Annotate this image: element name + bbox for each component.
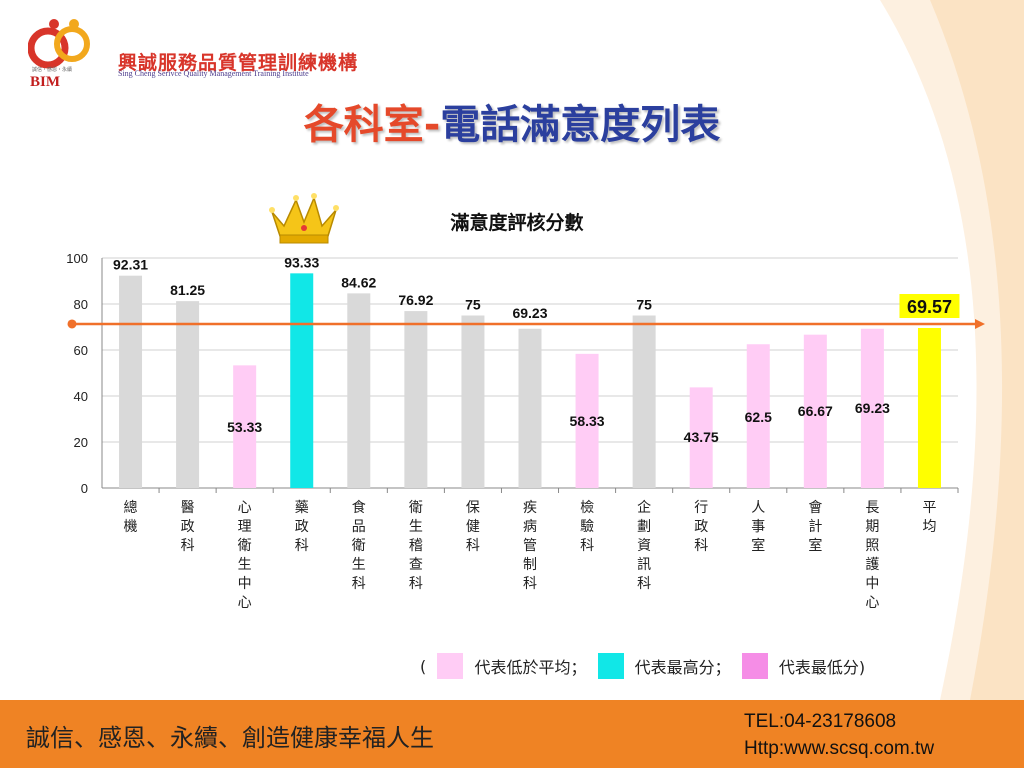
logo-abbr: BIM xyxy=(30,74,60,90)
bar xyxy=(347,293,371,488)
data-label: 76.92 xyxy=(398,292,433,308)
title-part2: 電話滿意度列表 xyxy=(440,102,721,148)
x-tick-label: 檢驗科 xyxy=(580,499,594,554)
chart-legend: ( 代表低於平均； 代表最高分； 代表最低分) xyxy=(420,653,865,679)
title-dash: - xyxy=(423,102,441,148)
x-tick-label: 疾病管制科 xyxy=(523,500,537,592)
footer-tel: TEL:04-23178608 xyxy=(744,711,897,732)
data-label: 81.25 xyxy=(170,282,205,298)
org-logo: 誠信・感恩・永續 BIM 興誠服務品質管理訓練機構 Sing Cheng Ser… xyxy=(28,14,358,94)
legend-highest-label: 代表最高分； xyxy=(634,658,731,677)
bar xyxy=(233,365,257,488)
bar xyxy=(689,387,713,488)
x-tick-label: 長期照護中心 xyxy=(865,500,879,611)
data-label: 92.31 xyxy=(113,257,148,273)
bar xyxy=(860,328,884,488)
chart-title: 滿意度評核分數 xyxy=(450,211,583,234)
x-tick-label: 食品衛生科 xyxy=(352,499,366,592)
logo-emblem-icon xyxy=(28,19,90,69)
data-label: 75 xyxy=(465,297,481,313)
bar xyxy=(917,327,941,488)
x-tick-label: 藥政科 xyxy=(295,500,309,554)
crown-icon xyxy=(269,193,339,244)
x-tick-label: 企劃資訊科 xyxy=(637,499,651,592)
bar xyxy=(803,334,827,488)
satisfaction-bar-chart: 滿意度評核分數 0 20 40 60 80 100 總機 92.31 醫政科 81.25 心理衛生… xyxy=(66,193,985,611)
average-line-start-dot xyxy=(67,319,77,329)
legend-lowest-swatch xyxy=(741,653,768,679)
bar xyxy=(119,275,143,488)
logo-tagline: 誠信・感恩・永續 xyxy=(32,67,73,73)
footer-web: Http:www.scsq.com.tw xyxy=(744,738,935,759)
x-tick-label: 醫政科 xyxy=(181,500,195,554)
y-tick-label: 80 xyxy=(74,297,88,312)
x-tick-label: 行政科 xyxy=(694,500,708,554)
data-label: 43.75 xyxy=(684,429,719,445)
x-tick-label: 總機 xyxy=(124,499,138,535)
slide-title: 各科室-電話滿意度列表 xyxy=(0,92,1024,150)
data-label: 69.23 xyxy=(512,305,547,321)
y-tick-label: 20 xyxy=(74,435,88,450)
footer-bar xyxy=(0,700,1024,768)
legend-highest-swatch xyxy=(597,653,624,679)
bar xyxy=(632,315,656,488)
data-label: 69.23 xyxy=(855,400,890,416)
bar xyxy=(461,315,485,488)
bar xyxy=(518,328,542,488)
data-label: 93.33 xyxy=(284,254,319,270)
title-part1: 各科室 xyxy=(303,102,424,148)
data-label: 75 xyxy=(636,297,652,313)
data-label: 69.57 xyxy=(907,297,952,317)
x-tick-label: 心理衛生中心 xyxy=(238,500,252,611)
legend-below-avg-swatch xyxy=(437,653,464,679)
bar xyxy=(575,353,599,488)
x-tick-label: 保健科 xyxy=(466,500,480,554)
bar xyxy=(176,301,200,488)
average-line-arrow-icon xyxy=(975,318,985,329)
y-tick-label: 60 xyxy=(74,343,88,358)
footer-motto: 誠信、感恩、永續、創造健康幸福人生 xyxy=(26,724,434,752)
org-name-cn: 興誠服務品質管理訓練機構 xyxy=(118,52,359,74)
y-tick-label: 100 xyxy=(66,251,88,266)
bar xyxy=(746,344,770,488)
x-tick-label: 人事室 xyxy=(751,500,765,554)
data-label: 66.67 xyxy=(798,403,833,419)
average-label-box xyxy=(899,294,960,318)
x-tick-label: 會計室 xyxy=(808,500,822,554)
x-tick-label: 衛生稽查科 xyxy=(409,500,423,592)
data-label: 58.33 xyxy=(570,413,605,429)
legend-open: ( xyxy=(420,656,427,676)
bar xyxy=(290,273,314,488)
data-label: 84.62 xyxy=(341,274,376,290)
bar xyxy=(404,311,428,488)
org-name-en: Sing Cheng Serivce Quality Management Tr… xyxy=(118,69,309,78)
x-tick-label: 平均 xyxy=(922,500,936,535)
y-tick-label: 0 xyxy=(81,481,88,496)
footer-contact: TEL:04-23178608 Http:www.scsq.com.tw xyxy=(744,708,934,762)
legend-lowest-label: 代表最低分) xyxy=(778,658,866,677)
data-label: 53.33 xyxy=(227,419,262,435)
legend-below-avg-label: 代表低於平均； xyxy=(474,658,587,677)
y-tick-label: 40 xyxy=(74,389,88,404)
data-label: 62.5 xyxy=(745,409,772,425)
